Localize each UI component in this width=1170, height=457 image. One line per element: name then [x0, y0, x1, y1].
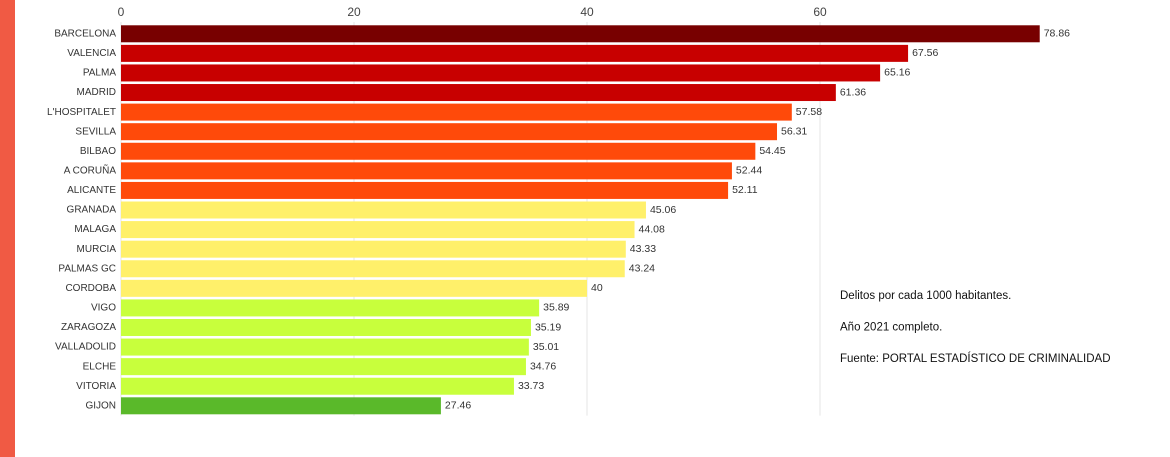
- value-label: 35.19: [535, 321, 561, 333]
- y-tick-label: MURCIA: [77, 244, 117, 255]
- y-tick-label: VALLADOLID: [55, 342, 116, 353]
- y-tick-label: L'HOSPITALET: [47, 107, 116, 118]
- value-label: 57.58: [796, 106, 822, 118]
- value-label: 35.01: [533, 341, 559, 353]
- value-label: 61.36: [840, 86, 866, 98]
- y-tick-label: BILBAO: [80, 146, 116, 157]
- bar: [121, 240, 626, 258]
- bar: [121, 64, 881, 82]
- bar: [121, 123, 778, 141]
- bar: [121, 162, 732, 180]
- annotation: Año 2021 completo.: [840, 322, 942, 334]
- y-tick-label: VITORIA: [76, 381, 116, 392]
- bar: [121, 318, 531, 336]
- value-label: 65.16: [884, 67, 910, 79]
- value-label: 78.86: [1044, 28, 1070, 40]
- x-tick-label: 40: [580, 5, 594, 19]
- value-label: 52.11: [732, 184, 758, 196]
- y-tick-label: GRANADA: [67, 205, 117, 216]
- value-label: 35.89: [543, 302, 569, 314]
- bar: [121, 221, 635, 239]
- y-tick-label: ALICANTE: [67, 185, 116, 196]
- value-label: 43.33: [630, 243, 656, 255]
- y-tick-label: PALMAS GC: [58, 263, 116, 274]
- bar: [121, 338, 529, 356]
- value-label: 40: [591, 282, 603, 294]
- y-tick-label: GIJON: [85, 400, 116, 411]
- bar: [121, 25, 1040, 43]
- bar: [121, 260, 625, 278]
- value-label: 33.73: [518, 380, 544, 392]
- value-label: 52.44: [736, 165, 762, 177]
- y-tick-label: A CORUÑA: [64, 163, 117, 176]
- y-tick-label: MALAGA: [74, 224, 116, 235]
- value-label: 44.08: [639, 223, 665, 235]
- y-tick-label: BARCELONA: [54, 28, 116, 39]
- value-label: 67.56: [912, 47, 938, 59]
- bar: [121, 299, 540, 317]
- y-tick-label: ELCHE: [83, 361, 117, 372]
- value-label: 27.46: [445, 400, 471, 412]
- bar: [121, 142, 756, 160]
- bar: [121, 201, 646, 219]
- bar: [121, 377, 514, 395]
- value-label: 34.76: [530, 360, 556, 372]
- value-label: 54.45: [759, 145, 785, 157]
- value-label: 43.24: [629, 263, 655, 275]
- y-tick-label: SEVILLA: [75, 126, 116, 137]
- bar: [121, 181, 729, 199]
- bar: [121, 279, 587, 297]
- side-stripe: [0, 0, 15, 457]
- bar: [121, 103, 792, 121]
- annotation: Delitos por cada 1000 habitantes.: [840, 290, 1011, 302]
- y-tick-label: PALMA: [83, 68, 116, 79]
- x-tick-label: 20: [347, 5, 361, 19]
- y-tick-label: CORDOBA: [65, 283, 116, 294]
- x-tick-label: 0: [118, 5, 125, 19]
- x-tick-label: 60: [813, 5, 827, 19]
- y-tick-label: VALENCIA: [67, 48, 116, 59]
- bar: [121, 397, 441, 415]
- value-label: 56.31: [781, 125, 807, 137]
- bar: [121, 84, 836, 102]
- y-tick-label: VIGO: [91, 303, 116, 314]
- y-tick-label: ZARAGOZA: [61, 322, 116, 333]
- bar: [121, 358, 526, 376]
- y-tick-label: MADRID: [77, 87, 116, 98]
- annotation: Fuente: PORTAL ESTADÍSTICO DE CRIMINALID…: [840, 352, 1111, 365]
- bar: [121, 44, 909, 62]
- value-label: 45.06: [650, 204, 676, 216]
